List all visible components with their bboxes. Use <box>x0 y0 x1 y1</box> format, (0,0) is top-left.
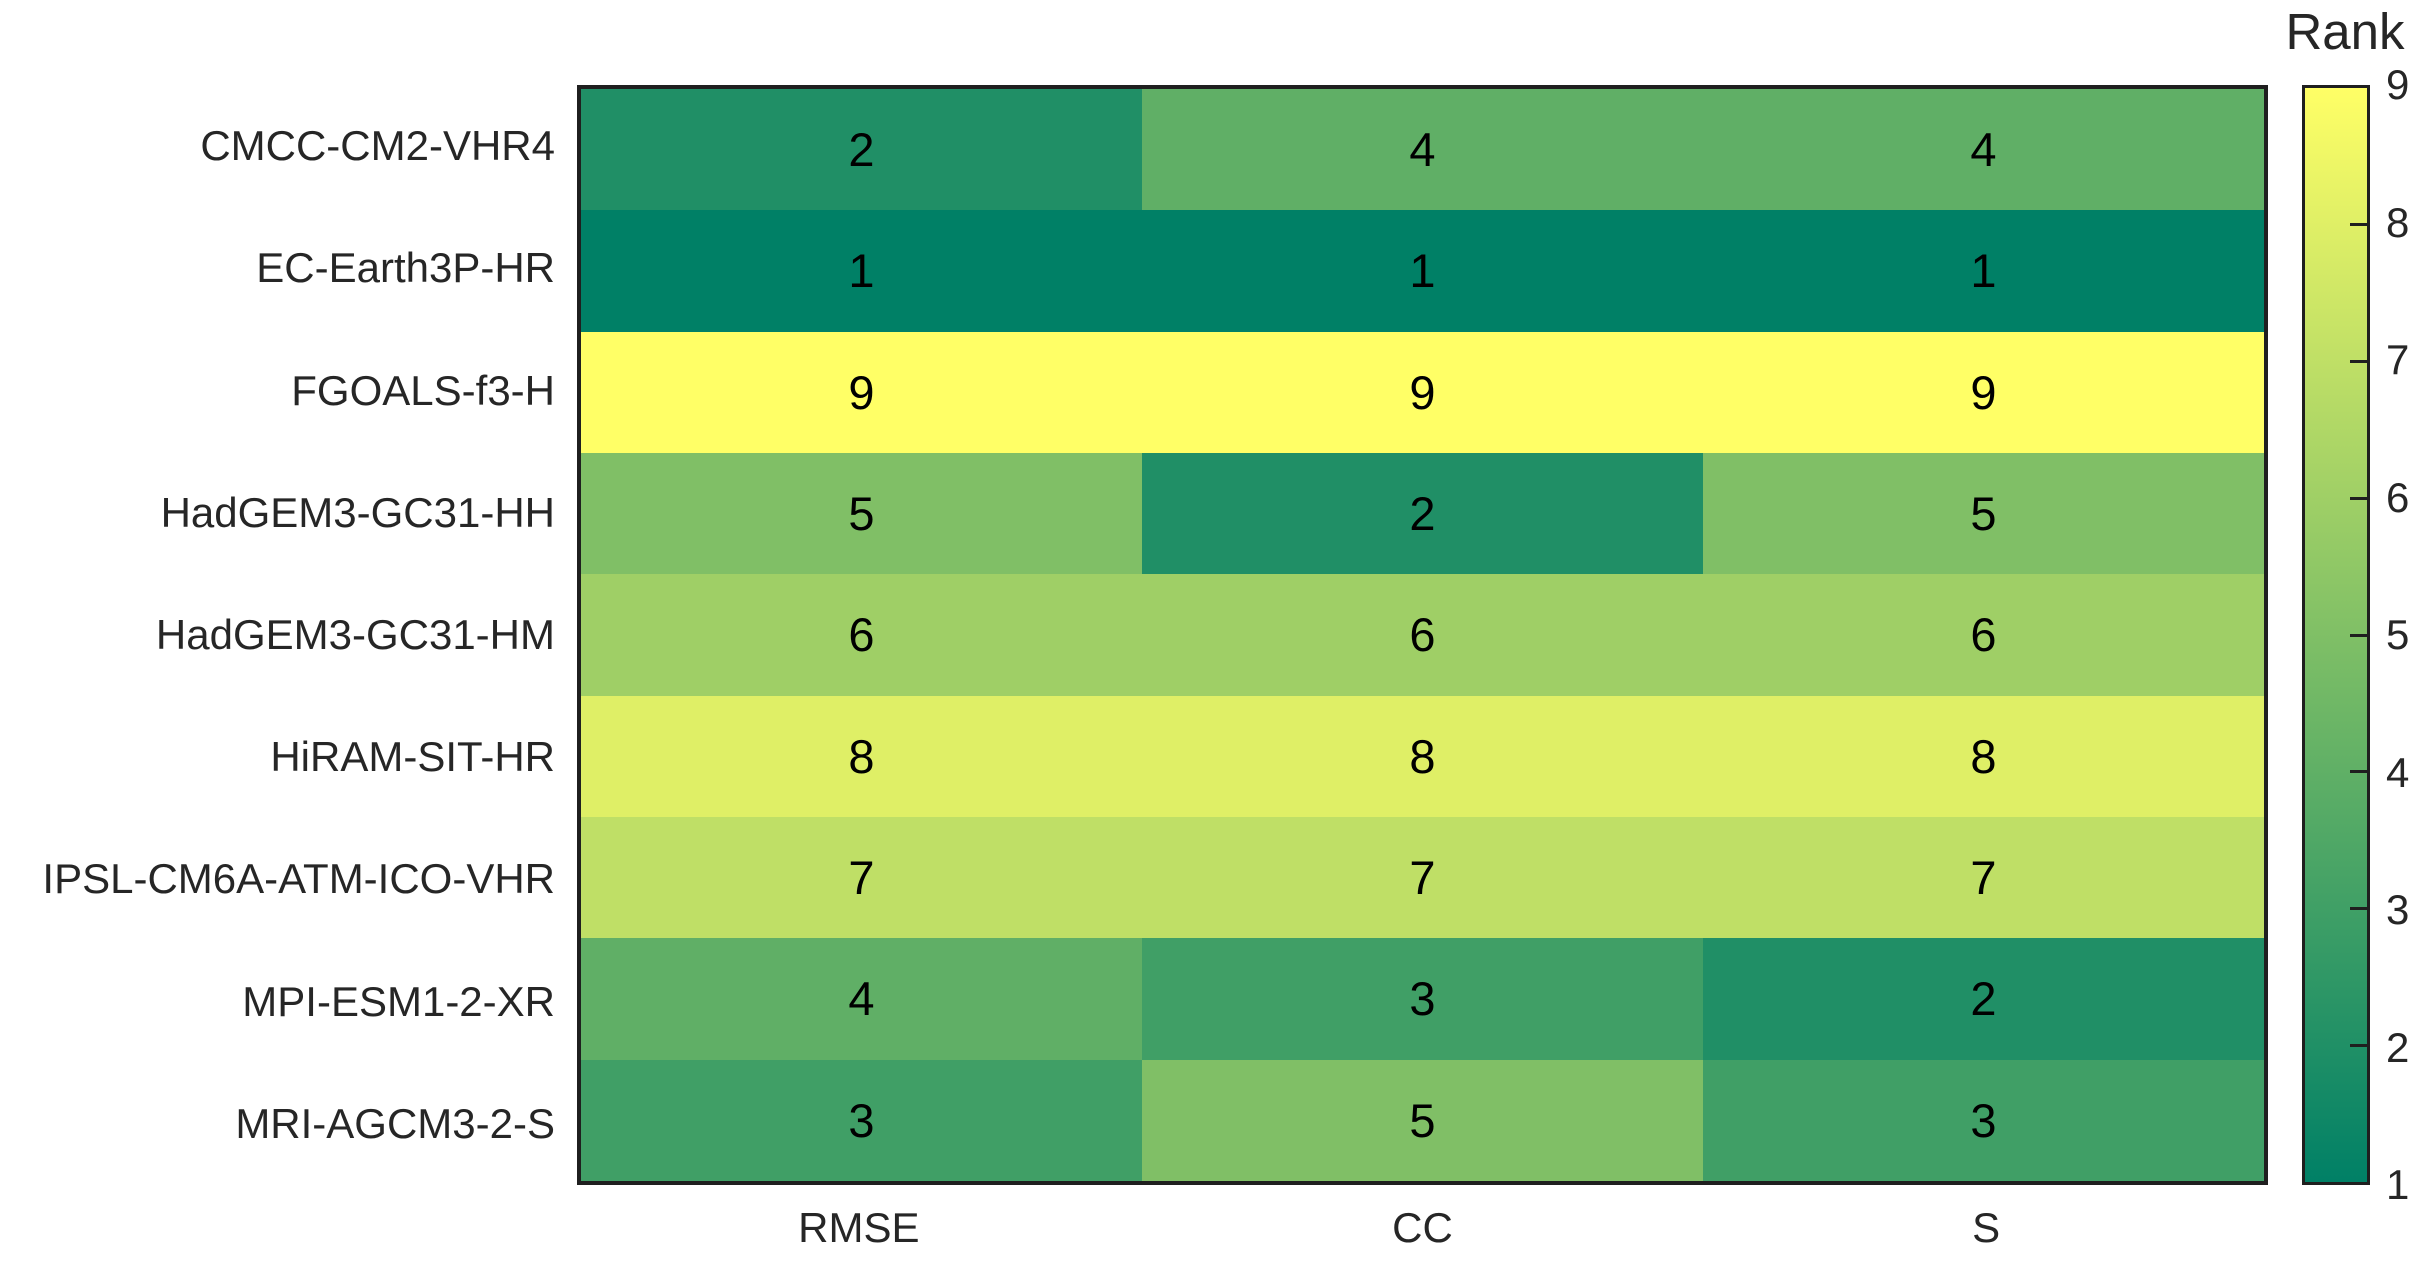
heatmap-cell: 8 <box>1142 695 1703 817</box>
heatmap-cell: 8 <box>581 695 1142 817</box>
colorbar-tickmark <box>2350 223 2367 227</box>
colorbar-tick-label: 4 <box>2386 748 2410 796</box>
heatmap-cell: 2 <box>1703 938 2264 1060</box>
heatmap-cell: 4 <box>1142 89 1703 211</box>
heatmap-cell: 3 <box>581 1059 1142 1181</box>
row-label: FGOALS-f3-H <box>291 366 555 414</box>
heatmap-cell: 3 <box>1142 938 1703 1060</box>
heatmap-cell: 9 <box>1142 331 1703 453</box>
colorbar-tick-label: 7 <box>2386 336 2410 383</box>
x-axis-column-labels: RMSE CC S <box>577 1198 2268 1258</box>
heatmap-cell: 1 <box>1703 210 2264 332</box>
colorbar-tickmark <box>2350 907 2367 910</box>
heatmap-cell: 6 <box>1142 574 1703 696</box>
cell-value: 3 <box>848 1093 875 1147</box>
cell-value: 7 <box>1409 851 1436 905</box>
cell-value: 5 <box>848 487 875 541</box>
colorbar-tickmark <box>2350 360 2367 363</box>
cell-value: 8 <box>1409 729 1436 783</box>
heatmap-cell: 3 <box>1703 1059 2264 1181</box>
heatmap-cell: 2 <box>1142 453 1703 575</box>
colorbar-tickmark <box>2350 633 2367 637</box>
cell-value: 7 <box>1970 851 1997 905</box>
heatmap-cell: 5 <box>581 453 1142 575</box>
row-label: HadGEM3-GC31-HH <box>160 488 555 536</box>
row-label: MPI-ESM1-2-XR <box>242 977 555 1025</box>
cell-value: 9 <box>848 365 875 419</box>
heatmap-cell: 4 <box>581 938 1142 1060</box>
row-label: HadGEM3-GC31-HM <box>155 610 555 658</box>
heatmap-cell: 7 <box>581 817 1142 939</box>
row-label: CMCC-CM2-VHR4 <box>200 122 555 170</box>
row-label: IPSL-CM6A-ATM-ICO-VHR <box>42 855 555 903</box>
cell-value: 5 <box>1409 1093 1436 1147</box>
cell-value: 4 <box>848 972 875 1026</box>
heatmap-cell: 5 <box>1142 1059 1703 1181</box>
y-axis-row-labels: CMCC-CM2-VHR4 EC-Earth3P-HR FGOALS-f3-H Had… <box>0 85 555 1185</box>
heatmap-cell: 7 <box>1703 817 2264 939</box>
column-label: CC <box>1392 1204 1453 1251</box>
cell-value: 1 <box>1409 244 1436 298</box>
colorbar-tickmark <box>2350 1043 2367 1047</box>
colorbar-tick-labels: 1 2 3 4 5 6 7 8 9 <box>2386 64 2427 1206</box>
column-label: RMSE <box>798 1204 920 1251</box>
colorbar-tickmark <box>2350 770 2367 774</box>
colorbar-tick-label: 2 <box>2386 1023 2410 1071</box>
colorbar-title: Rank <box>2285 3 2405 60</box>
colorbar <box>2302 85 2370 1185</box>
colorbar-tick-label: 8 <box>2386 198 2410 246</box>
heatmap-cell: 9 <box>1703 331 2264 453</box>
heatmap-cell: 2 <box>581 89 1142 211</box>
cell-value: 1 <box>1970 244 1997 298</box>
cell-value: 6 <box>848 608 875 662</box>
cell-value: 8 <box>848 729 875 783</box>
column-label: S <box>1972 1204 2001 1251</box>
cell-value: 8 <box>1970 729 1997 783</box>
cell-value: 6 <box>1970 608 1997 662</box>
colorbar-tick-label: 3 <box>2386 886 2410 933</box>
cell-value: 2 <box>848 123 875 177</box>
cell-value: 7 <box>848 851 875 905</box>
cell-value: 4 <box>1409 123 1436 177</box>
heatmap-cell: 5 <box>1703 453 2264 575</box>
row-label: HiRAM-SIT-HR <box>270 733 555 781</box>
heatmap-cell: 1 <box>1142 210 1703 332</box>
cell-value: 2 <box>1970 972 1997 1026</box>
cell-value: 3 <box>1970 1093 1997 1147</box>
cell-value: 9 <box>1409 365 1436 419</box>
colorbar-tick-label: 1 <box>2386 1161 2410 1208</box>
cell-value: 6 <box>1409 608 1436 662</box>
cell-value: 1 <box>848 244 875 298</box>
colorbar-tick-label: 9 <box>2386 61 2410 108</box>
heatmap-cell: 8 <box>1703 695 2264 817</box>
colorbar-tick-label: 5 <box>2386 611 2410 658</box>
heatmap-cell: 9 <box>581 331 1142 453</box>
heatmap-cell: 1 <box>581 210 1142 332</box>
heatmap-cell: 7 <box>1142 817 1703 939</box>
heatmap-cell: 4 <box>1703 89 2264 211</box>
cell-value: 3 <box>1409 972 1436 1026</box>
cell-value: 5 <box>1970 487 1997 541</box>
row-label: MRI-AGCM3-2-S <box>235 1099 555 1147</box>
cell-value: 4 <box>1970 123 1997 177</box>
heatmap-cell: 6 <box>1703 574 2264 696</box>
colorbar-tickmark <box>2350 496 2367 500</box>
cell-value: 2 <box>1409 487 1436 541</box>
row-label: EC-Earth3P-HR <box>256 244 555 292</box>
heatmap-cell: 6 <box>581 574 1142 696</box>
heatmap-plot-area: 2 4 4 1 1 1 9 9 9 5 2 5 6 6 6 8 8 8 7 7 7 4 3 2 3 5 3 <box>577 85 2268 1185</box>
cell-value: 9 <box>1970 365 1997 419</box>
colorbar-tick-label: 6 <box>2386 473 2410 521</box>
